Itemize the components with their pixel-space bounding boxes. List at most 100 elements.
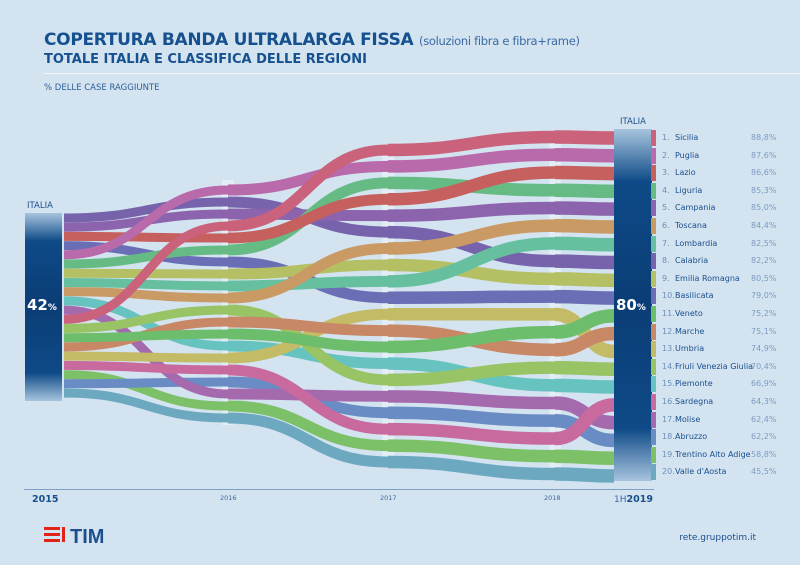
- region-value: 64,3%: [751, 397, 777, 406]
- year-label: 2019: [626, 494, 653, 505]
- ribbon-sicilia: [63, 221, 229, 324]
- region-name: Friuli Venezia Giulia: [675, 361, 754, 371]
- ribbon-sicilia: [387, 130, 556, 157]
- svg-text:TIM: TIM: [70, 526, 104, 546]
- region-value: 82,2%: [751, 256, 777, 266]
- color-swatch: [651, 358, 656, 375]
- color-swatch: [651, 446, 656, 463]
- color-swatch: [651, 411, 656, 428]
- pct: %: [636, 303, 646, 313]
- ribbon-piemonte: [554, 378, 615, 394]
- ribbon-puglia: [387, 148, 556, 173]
- region-value: 74,9%: [751, 344, 777, 354]
- color-swatch: [651, 147, 656, 164]
- rank: 6.: [662, 221, 670, 230]
- ribbon-toscana: [554, 218, 615, 234]
- region-value: 66,9%: [751, 379, 777, 389]
- ribbon-calabria: [387, 225, 556, 268]
- legend-item: 15. Piemonte 66,9%: [651, 376, 800, 393]
- rank: 2.: [662, 150, 670, 160]
- color-swatch: [651, 235, 656, 252]
- rank: 5.: [662, 203, 670, 213]
- ribbon-valle-d-aosta: [387, 455, 556, 481]
- page-title: COPERTURA BANDA ULTRALARGA FISSA (soluzi…: [44, 30, 580, 50]
- region-name: Lazio: [675, 168, 696, 178]
- region-name: Umbria: [675, 344, 705, 354]
- ribbon-sardegna: [387, 422, 556, 445]
- ribbon-marche: [227, 316, 389, 337]
- ribbon-toscana: [227, 243, 389, 304]
- region-name: Calabria: [675, 256, 709, 266]
- italia-label-start: ITALIA: [27, 201, 53, 211]
- page-subtitle: TOTALE ITALIA E CLASSIFICA DELLE REGIONI: [44, 52, 367, 67]
- ribbon-basilicata: [554, 289, 615, 305]
- ribbon-abruzzo: [63, 377, 229, 389]
- website-link[interactable]: rete.gruppotim.it: [679, 533, 756, 543]
- region-value: 62,4%: [751, 414, 777, 424]
- ribbon-valle-d-aosta: [63, 388, 229, 423]
- legend-item: 8. Calabria 82,2%: [651, 253, 800, 270]
- region-name: Valle d'Aosta: [675, 467, 727, 477]
- rank: 14.: [662, 361, 675, 371]
- rank: 12.: [662, 326, 675, 336]
- ribbon-valle-d-aosta: [554, 467, 615, 483]
- rank: 3.: [662, 168, 670, 178]
- ribbon-sardegna: [63, 360, 229, 375]
- color-swatch: [651, 288, 656, 305]
- ribbon-campania: [387, 201, 556, 222]
- legend-item: 1. Sicilia 88,8%: [651, 130, 800, 146]
- ribbon-valle-d-aosta: [227, 412, 389, 468]
- legend-item: 9. Emilia Romagna 80,5%: [651, 270, 800, 287]
- value-text: 80: [616, 296, 637, 314]
- ribbon-calabria: [554, 254, 615, 270]
- ribbon-veneto: [387, 325, 556, 354]
- region-name: Lombardia: [675, 238, 718, 248]
- ribbon-trentino-alto-adige: [63, 370, 229, 411]
- region-name: Puglia: [675, 150, 700, 160]
- color-swatch: [651, 306, 656, 322]
- region-name: Trentino Alto Adige: [675, 449, 751, 459]
- region-name: Toscana: [675, 221, 707, 230]
- region-value: 82,5%: [751, 238, 777, 248]
- value-text: 42: [27, 296, 48, 314]
- ribbon-sardegna: [227, 364, 389, 435]
- ribbon-trentino-alto-adige: [227, 400, 389, 452]
- color-swatch: [651, 130, 656, 146]
- region-name: Abruzzo: [675, 432, 708, 442]
- region-value: 75,1%: [751, 326, 777, 336]
- rank: 20.: [662, 467, 675, 477]
- ribbon-sicilia: [227, 144, 389, 232]
- ribbon-puglia: [63, 185, 229, 260]
- legend-item: 11. Veneto 75,2%: [651, 306, 800, 322]
- rank: 8.: [662, 256, 670, 266]
- tim-logo: TIM: [44, 524, 124, 550]
- rank: 7.: [662, 238, 670, 248]
- year-2017: 2017: [380, 494, 397, 502]
- legend-item: 6. Toscana 84,4%: [651, 218, 800, 234]
- ribbon-piemonte: [227, 340, 389, 369]
- legend-item: 5. Campania 85,0%: [651, 200, 800, 217]
- tim-logo-mark: TIM: [44, 526, 104, 548]
- color-swatch: [651, 376, 656, 393]
- ribbon-molise: [387, 390, 556, 410]
- region-value: 80,5%: [751, 273, 777, 283]
- rank: 13.: [662, 344, 675, 354]
- legend-item: 7. Lombardia 82,5%: [651, 235, 800, 252]
- region-name: Marche: [675, 326, 705, 336]
- ribbon-friuli-venezia-giulia: [63, 305, 229, 334]
- color-swatch: [651, 253, 656, 270]
- region-value: 87,6%: [751, 150, 777, 160]
- rank: 16.: [662, 397, 675, 406]
- ribbon-lombardia: [554, 236, 615, 252]
- ribbon-liguria: [554, 183, 615, 199]
- color-swatch: [651, 200, 656, 217]
- ribbon-emilia-romagna: [554, 272, 615, 288]
- rank: 11.: [662, 309, 675, 318]
- ribbon-veneto: [554, 309, 615, 339]
- region-value: 86,6%: [751, 168, 777, 178]
- ribbon-campania: [554, 201, 615, 216]
- ribbon-sicilia: [554, 130, 615, 145]
- color-swatch: [651, 429, 656, 446]
